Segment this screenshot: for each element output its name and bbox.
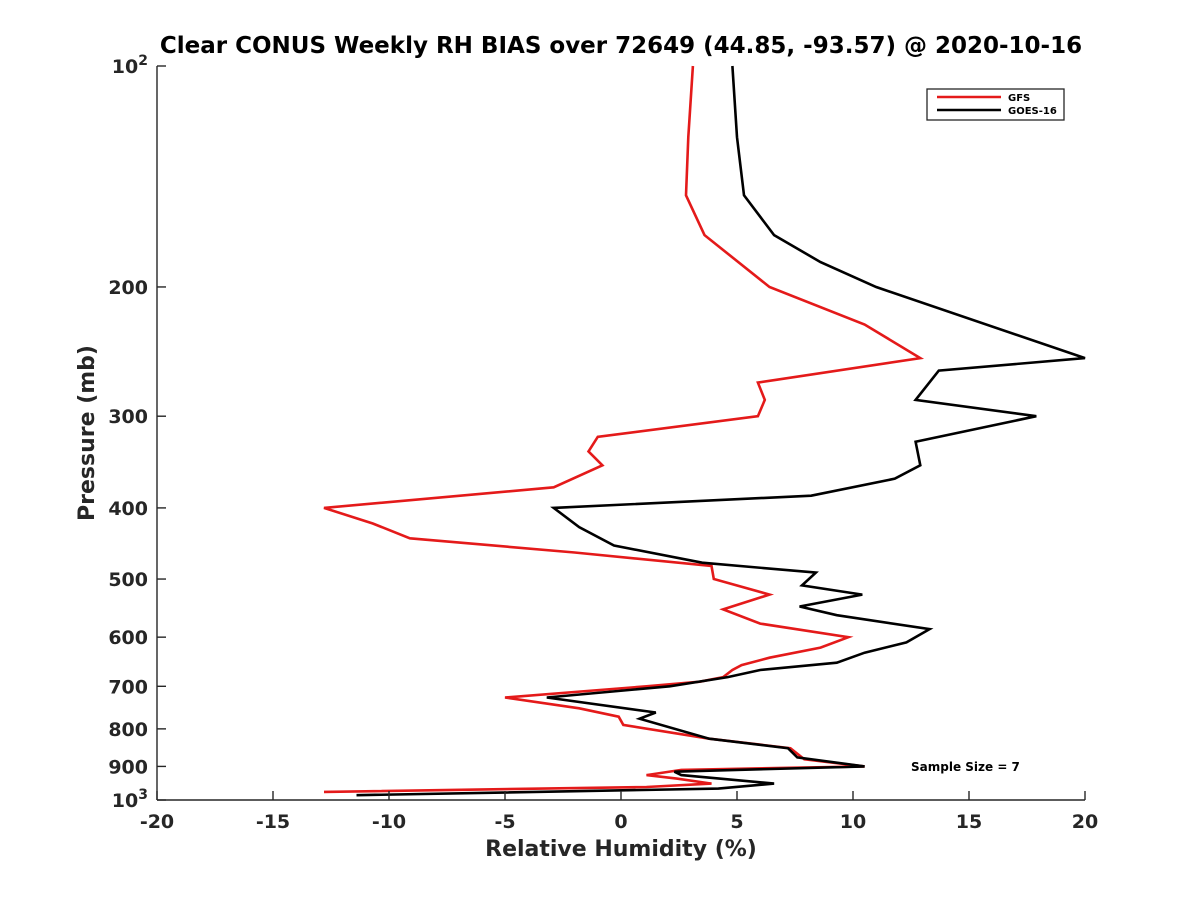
y-tick-label: 400 <box>108 498 148 520</box>
y-tick-label: 500 <box>108 569 148 591</box>
series-line-goes16 <box>356 65 1086 797</box>
y-tick-label: 700 <box>108 676 148 698</box>
y-tick-label: 600 <box>108 627 148 649</box>
x-tick-label: -5 <box>494 811 515 833</box>
series-line-gfs <box>323 65 925 794</box>
x-tick-label: 20 <box>1072 811 1098 833</box>
y-tick-label: 800 <box>108 719 148 741</box>
plot-area: -20 -15 -10 -5 0 5 10 15 20 102 200 300 400 500 600 700… <box>108 53 1098 833</box>
y-tick-label: 200 <box>108 277 148 299</box>
y-tick-label: 900 <box>108 756 148 778</box>
legend: GFS GOES-16 <box>926 88 1065 121</box>
legend-label-gfs: GFS <box>1008 93 1030 104</box>
y-tick-label: 300 <box>108 406 148 428</box>
x-tick-label: -10 <box>372 811 406 833</box>
y-axis-label: Pressure (mb) <box>75 345 100 521</box>
y-tick-label: 103 <box>112 787 148 812</box>
legend-label-goes16: GOES-16 <box>1008 106 1057 117</box>
y-tick-label: 102 <box>112 53 148 78</box>
x-tick-label: 0 <box>614 811 627 833</box>
chart-title: Clear CONUS Weekly RH BIAS over 72649 (4… <box>160 33 1082 59</box>
x-tick-label: 15 <box>956 811 982 833</box>
x-axis-label: Relative Humidity (%) <box>485 837 757 862</box>
x-tick-label: -20 <box>140 811 174 833</box>
x-tick-label: 5 <box>730 811 743 833</box>
sample-size-annotation: Sample Size = 7 <box>911 760 1020 774</box>
x-tick-label: -15 <box>256 811 290 833</box>
legend-box <box>926 88 1065 121</box>
x-tick-label: 10 <box>840 811 866 833</box>
